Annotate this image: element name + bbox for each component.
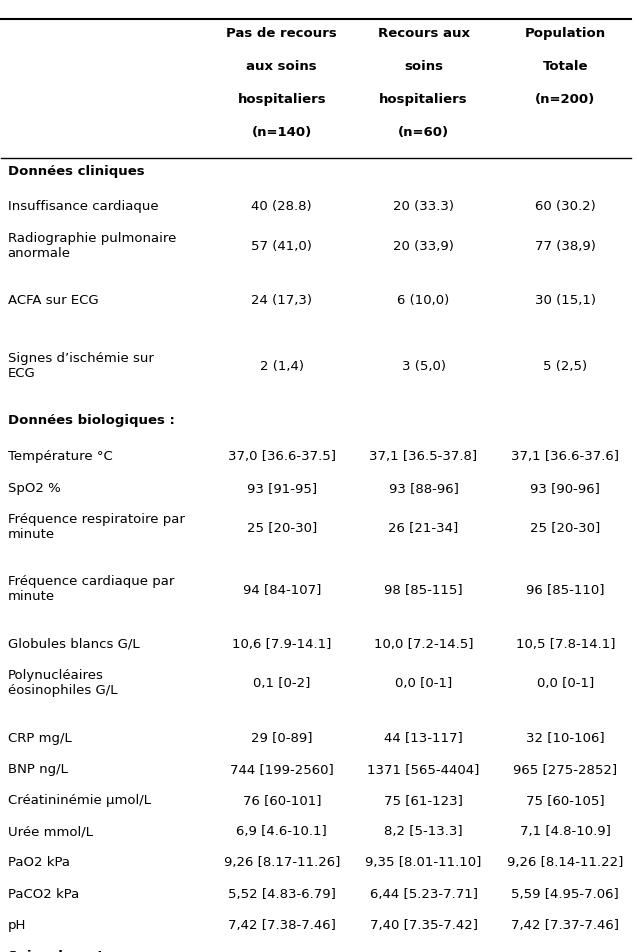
Text: Données biologiques :: Données biologiques : [8,414,174,427]
Text: 30 (15,1): 30 (15,1) [535,294,596,307]
Text: 9,35 [8.01-11.10]: 9,35 [8.01-11.10] [366,857,482,869]
Text: Créatininémie µmol/L: Créatininémie µmol/L [8,794,151,807]
Text: 20 (33.3): 20 (33.3) [393,201,454,213]
Text: 7,40 [7.35-7.42]: 7,40 [7.35-7.42] [369,919,477,932]
Text: 98 [85-115]: 98 [85-115] [384,584,463,596]
Text: Urée mmol/L: Urée mmol/L [8,825,93,839]
Text: 40 (28.8): 40 (28.8) [251,201,312,213]
Text: 5,52 [4.83-6.79]: 5,52 [4.83-6.79] [228,887,335,901]
Text: 9,26 [8.14-11.22]: 9,26 [8.14-11.22] [507,857,624,869]
Text: Radiographie pulmonaire
anormale: Radiographie pulmonaire anormale [8,231,176,260]
Text: 57 (41,0): 57 (41,0) [251,240,312,252]
Text: 25 [20-30]: 25 [20-30] [530,521,601,534]
Text: 8,2 [5-13.3]: 8,2 [5-13.3] [384,825,463,839]
Text: Population: Population [525,28,606,40]
Text: 75 [61-123]: 75 [61-123] [384,794,463,807]
Text: Recours aux: Recours aux [378,28,470,40]
Text: 7,42 [7.38-7.46]: 7,42 [7.38-7.46] [228,919,335,932]
Text: 26 [21-34]: 26 [21-34] [389,521,459,534]
Text: 24 (17,3): 24 (17,3) [251,294,312,307]
Text: Insuffisance cardiaque: Insuffisance cardiaque [8,201,158,213]
Text: Soins durant: Soins durant [8,950,104,952]
Text: 5,59 [4.95-7.06]: 5,59 [4.95-7.06] [511,887,619,901]
Text: 25 [20-30]: 25 [20-30] [247,521,317,534]
Text: aux soins: aux soins [247,60,317,73]
Text: PaCO2 kPa: PaCO2 kPa [8,887,79,901]
Text: 0,0 [0-1]: 0,0 [0-1] [537,677,594,690]
Text: 0,1 [0-2]: 0,1 [0-2] [253,677,311,690]
Text: Signes d’ischémie sur
ECG: Signes d’ischémie sur ECG [8,352,153,380]
Text: 10,6 [7.9-14.1]: 10,6 [7.9-14.1] [232,638,332,651]
Text: 77 (38,9): 77 (38,9) [535,240,596,252]
Text: 744 [199-2560]: 744 [199-2560] [230,763,334,776]
Text: 5 (2,5): 5 (2,5) [543,360,587,373]
Text: 2 (1,4): 2 (1,4) [260,360,304,373]
Text: 10,0 [7.2-14.5]: 10,0 [7.2-14.5] [374,638,473,651]
Text: 93 [90-96]: 93 [90-96] [530,482,600,495]
Text: Globules blancs G/L: Globules blancs G/L [8,638,139,651]
Text: 10,5 [7.8-14.1]: 10,5 [7.8-14.1] [516,638,615,651]
Text: 7,1 [4.8-10.9]: 7,1 [4.8-10.9] [520,825,611,839]
Text: 37,0 [36.6-37.5]: 37,0 [36.6-37.5] [227,450,335,464]
Text: Fréquence cardiaque par
minute: Fréquence cardiaque par minute [8,575,174,604]
Text: 94 [84-107]: 94 [84-107] [243,584,321,596]
Text: ACFA sur ECG: ACFA sur ECG [8,294,98,307]
Text: 93 [88-96]: 93 [88-96] [389,482,458,495]
Text: Pas de recours: Pas de recours [226,28,337,40]
Text: 75 [60-105]: 75 [60-105] [526,794,604,807]
Text: pH: pH [8,919,26,932]
Text: CRP mg/L: CRP mg/L [8,731,72,744]
Text: 60 (30.2): 60 (30.2) [535,201,596,213]
Text: hospitaliers: hospitaliers [379,93,468,107]
Text: hospitaliers: hospitaliers [238,93,326,107]
Text: 29 [0-89]: 29 [0-89] [251,731,312,744]
Text: 93 [91-95]: 93 [91-95] [247,482,317,495]
Text: 6,9 [4.6-10.1]: 6,9 [4.6-10.1] [236,825,327,839]
Text: 37,1 [36.6-37.6]: 37,1 [36.6-37.6] [511,450,619,464]
Text: 6 (10,0): 6 (10,0) [397,294,450,307]
Text: Fréquence respiratoire par
minute: Fréquence respiratoire par minute [8,513,185,541]
Text: (n=140): (n=140) [252,127,312,139]
Text: 20 (33,9): 20 (33,9) [393,240,454,252]
Text: BNP ng/L: BNP ng/L [8,763,68,776]
Text: 96 [85-110]: 96 [85-110] [526,584,604,596]
Text: Température °C: Température °C [8,450,112,464]
Text: 3 (5,0): 3 (5,0) [401,360,445,373]
Text: (n=200): (n=200) [535,93,596,107]
Text: 44 [13-117]: 44 [13-117] [384,731,463,744]
Text: Polynucléaires
éosinophiles G/L: Polynucléaires éosinophiles G/L [8,669,117,697]
Text: Totale: Totale [543,60,588,73]
Text: soins: soins [404,60,443,73]
Text: 32 [10-106]: 32 [10-106] [526,731,604,744]
Text: 37,1 [36.5-37.8]: 37,1 [36.5-37.8] [369,450,477,464]
Text: (n=60): (n=60) [398,127,449,139]
Text: Données cliniques: Données cliniques [8,165,144,177]
Text: 9,26 [8.17-11.26]: 9,26 [8.17-11.26] [224,857,340,869]
Text: 76 [60-101]: 76 [60-101] [243,794,321,807]
Text: 7,42 [7.37-7.46]: 7,42 [7.37-7.46] [511,919,619,932]
Text: 965 [275-2852]: 965 [275-2852] [513,763,617,776]
Text: 0,0 [0-1]: 0,0 [0-1] [395,677,452,690]
Text: PaO2 kPa: PaO2 kPa [8,857,70,869]
Text: SpO2 %: SpO2 % [8,482,61,495]
Text: 6,44 [5.23-7.71]: 6,44 [5.23-7.71] [369,887,477,901]
Text: 1371 [565-4404]: 1371 [565-4404] [367,763,480,776]
